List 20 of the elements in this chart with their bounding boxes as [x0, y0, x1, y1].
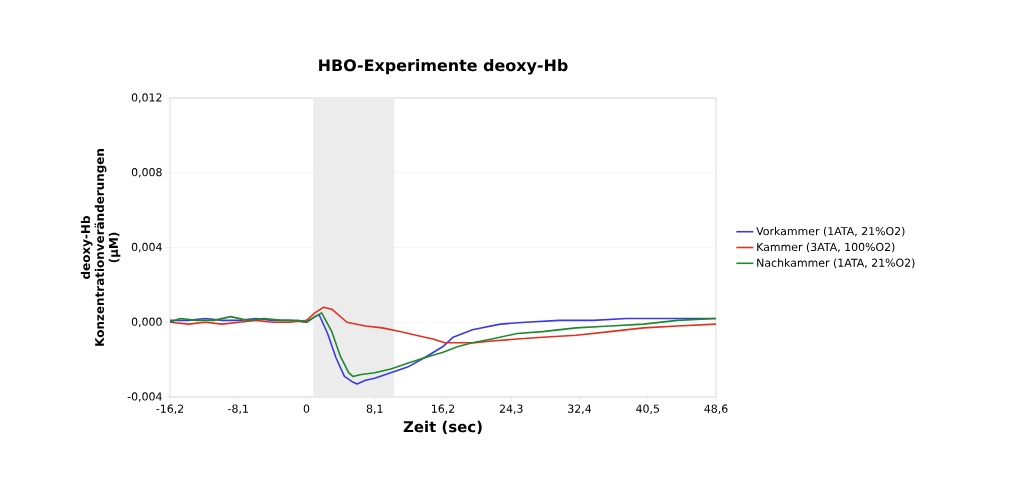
x-tick-label: -8,1: [228, 404, 248, 414]
x-tick-label: 48,6: [704, 404, 728, 414]
x-tick-label: -16,2: [156, 404, 184, 414]
legend-label: Vorkammer (1ATA, 21%O2): [756, 226, 905, 237]
y-tick-label: 0,008: [131, 168, 162, 178]
y-tick-label: 0,012: [131, 93, 162, 103]
legend-label: Kammer (3ATA, 100%O2): [757, 242, 895, 253]
legend-label: Nachkammer (1ATA, 21%O2): [757, 258, 915, 269]
y-tick-label: -0,004: [127, 392, 162, 402]
x-tick-label: 32,4: [568, 404, 592, 414]
y-tick-label: 0,000: [131, 317, 162, 327]
x-tick-label: 16,2: [432, 404, 455, 414]
x-axis-title: Zeit (sec): [403, 420, 482, 435]
x-tick-label: 24,3: [499, 404, 523, 414]
x-tick-label: 0: [303, 404, 310, 413]
y-tick-label: 0,004: [131, 242, 162, 253]
y-axis-title: deoxy-Hb Konzentrationveränderungen (µM): [80, 149, 121, 346]
chart-title: HBO-Experimente deoxy-Hb: [319, 58, 568, 75]
x-tick-label: 8,1: [366, 404, 383, 414]
x-tick-label: 40,5: [636, 404, 659, 414]
